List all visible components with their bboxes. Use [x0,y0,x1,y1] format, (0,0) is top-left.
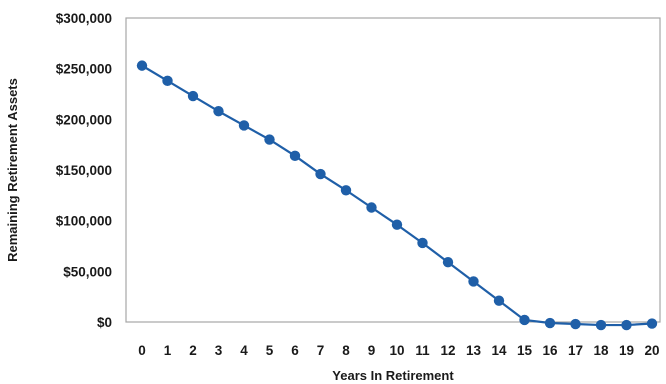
data-point [621,319,632,331]
data-point [595,319,607,331]
data-point [519,314,530,326]
x-tick-label: 11 [415,343,430,358]
x-tick-label: 8 [342,343,350,358]
series-layer [136,60,658,331]
data-point [315,168,326,180]
data-point [493,295,505,306]
data-point [442,257,454,268]
data-point [417,237,428,249]
x-tick-label: 15 [517,343,533,358]
y-tick-label: $250,000 [56,62,112,77]
x-tick-label: 6 [291,343,299,358]
x-tick-label: 13 [466,343,482,358]
data-point [646,318,658,329]
x-tick-label: 19 [619,343,634,358]
plot-area [125,17,661,323]
data-point [289,150,301,162]
data-point [391,219,403,230]
data-point [366,202,377,213]
y-tick-label: $50,000 [63,264,112,279]
x-tick-label: 0 [138,343,146,358]
y-axis-title: Remaining Retirement Assets [5,78,20,262]
y-tick-label: $200,000 [56,112,112,127]
data-point [570,318,581,330]
x-tick-label: 12 [440,343,455,358]
x-tick-label: 18 [593,343,609,358]
x-axis-title: Years In Retirement [332,368,454,383]
x-tick-label: 4 [240,343,248,358]
x-tick-label: 3 [215,343,223,358]
x-tick-label: 5 [266,343,274,358]
x-tick-label: 10 [389,343,404,358]
y-tick-label: $0 [97,315,112,330]
data-point [162,75,173,87]
data-point [544,317,556,329]
y-tick-label: $100,000 [56,214,112,229]
data-point [213,106,224,117]
y-tick-label: $300,000 [56,11,112,26]
data-point [264,134,275,145]
y-axis-ticks: $0 $50,000 $100,000 $150,000 $200,000 $250,00… [56,11,112,330]
x-tick-label: 20 [644,343,659,358]
x-tick-label: 16 [542,343,558,358]
x-tick-label: 1 [164,343,172,358]
data-point [340,185,352,196]
x-tick-label: 17 [568,343,583,358]
x-tick-label: 9 [368,343,376,358]
data-point [136,60,148,71]
x-tick-label: 7 [317,343,325,358]
data-point [468,276,479,287]
x-axis-ticks: 0 1 2 3 4 5 6 7 8 9 10 11 12 13 14 15 16 17 18 19 20 [138,343,659,358]
data-point [238,120,250,131]
x-tick-label: 2 [189,343,197,358]
x-tick-label: 14 [491,343,507,358]
y-tick-label: $150,000 [56,163,112,178]
data-point [187,90,199,102]
